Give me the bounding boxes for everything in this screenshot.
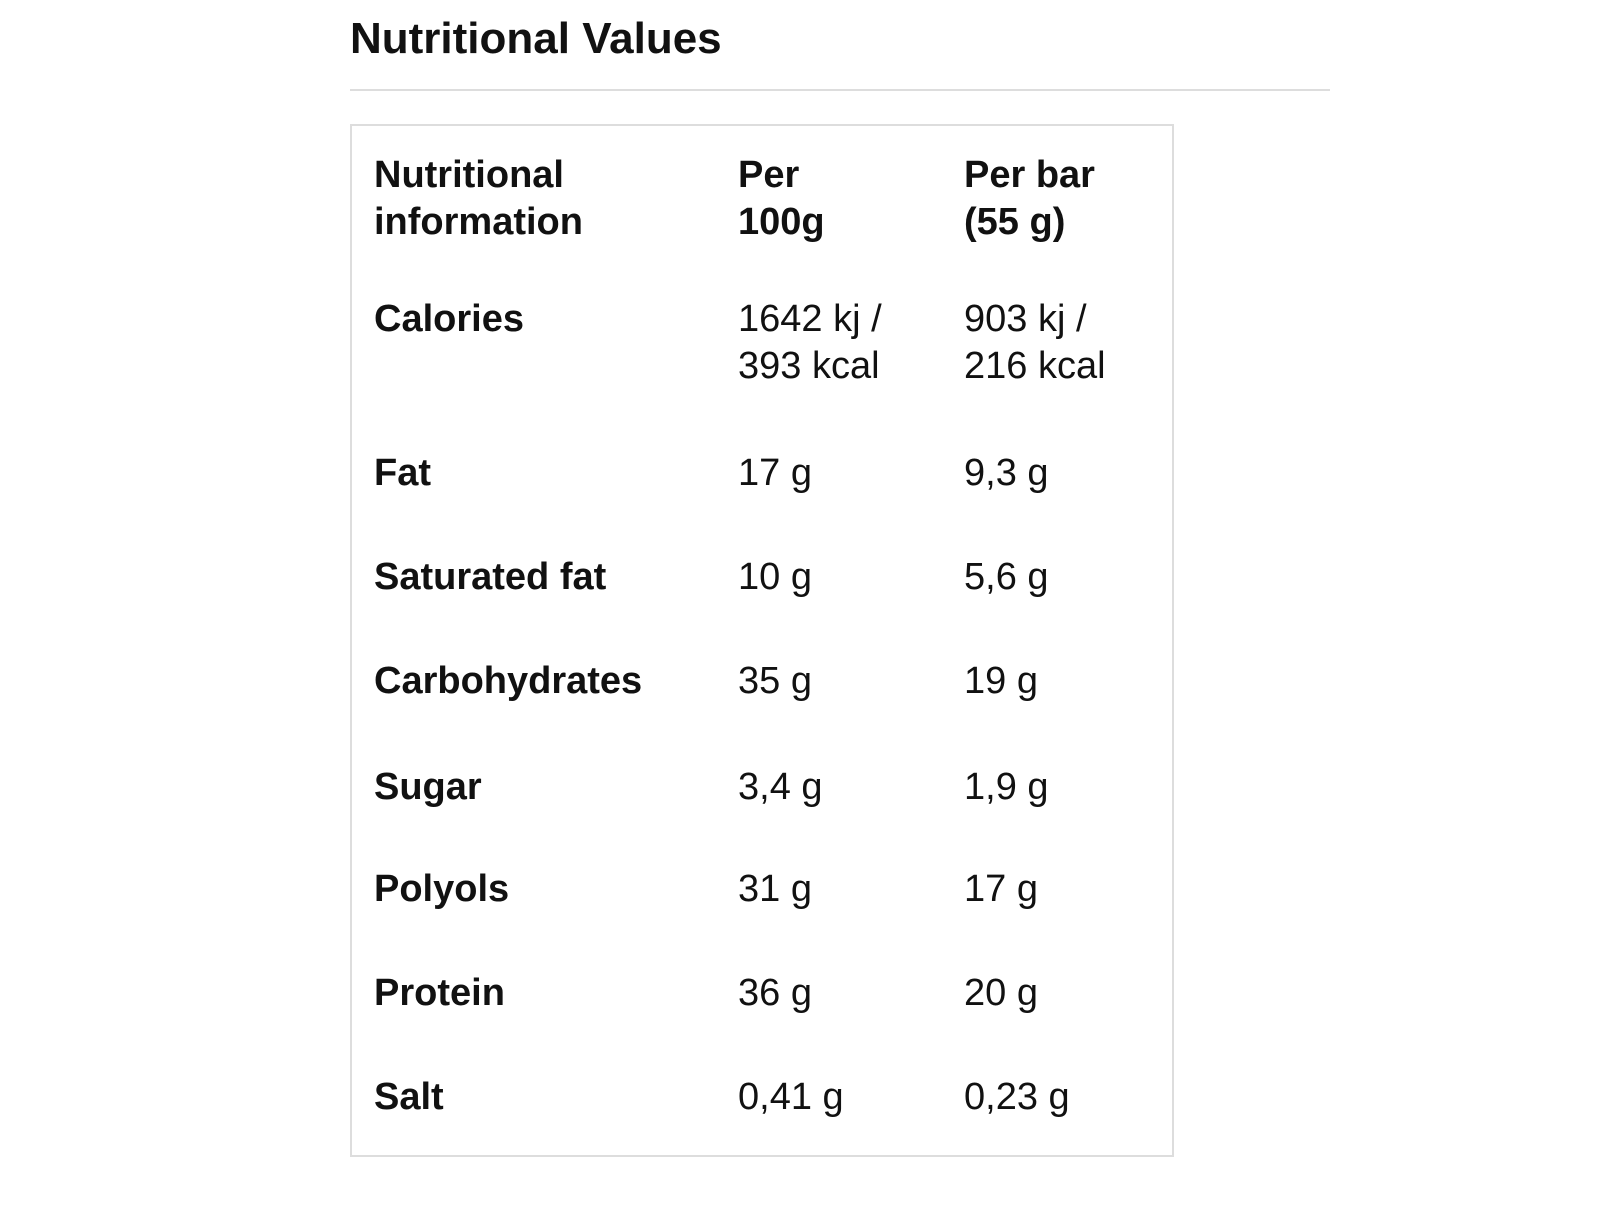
cell-line: 216 kcal [964,345,1106,387]
column-header: Per bar (55 g) [964,152,1095,246]
cell-line: Protein [374,972,505,1014]
cell-line: 3,4 g [738,766,823,808]
cell-value: 31 g [738,866,812,913]
cell-line: Carbohydrates [374,660,643,702]
cell-line: 393 kcal [738,345,880,387]
cell-value: 10 g [738,554,812,601]
cell-value: 3,4 g [738,764,823,811]
row-label: Protein [374,970,505,1017]
row-label: Sugar [374,764,482,811]
cell-value: 0,41 g [738,1074,844,1121]
cell-value: 1642 kj / 393 kcal [738,296,882,390]
divider [350,89,1330,91]
cell-value: 9,3 g [964,450,1049,497]
cell-line: 35 g [738,660,812,702]
cell-value: 17 g [964,866,1038,913]
cell-line: 0,41 g [738,1076,844,1118]
cell-line: 9,3 g [964,452,1049,494]
cell-value: 1,9 g [964,764,1049,811]
cell-line: 1,9 g [964,766,1049,808]
cell-line: Fat [374,452,431,494]
cell-line: 17 g [964,868,1038,910]
cell-line: 903 kj / [964,298,1087,340]
cell-line: 17 g [738,452,812,494]
row-label: Saturated fat [374,554,606,601]
cell-line: 31 g [738,868,812,910]
cell-value: 17 g [738,450,812,497]
cell-line: 0,23 g [964,1076,1070,1118]
cell-value: 0,23 g [964,1074,1070,1121]
cell-line: (55 g) [964,201,1066,243]
cell-line: Per [738,154,800,196]
cell-value: 5,6 g [964,554,1049,601]
cell-line: Salt [374,1076,444,1118]
row-label: Polyols [374,866,509,913]
column-header: Nutritional information [374,152,583,246]
cell-line: 100g [738,201,825,243]
cell-line: Nutritional [374,154,564,196]
cell-line: 20 g [964,972,1038,1014]
cell-value: 35 g [738,658,812,705]
cell-line: Saturated fat [374,556,607,598]
nutrition-table: Nutritional information Per 100g Per bar (55 … [350,124,1174,1157]
cell-value: 20 g [964,970,1038,1017]
row-label: Fat [374,450,431,497]
cell-line: 36 g [738,972,812,1014]
row-label: Carbohydrates [374,658,642,705]
row-label: Calories [374,296,524,343]
cell-line: 1642 kj / [738,298,882,340]
cell-line: Per bar [964,154,1095,196]
cell-line: 10 g [738,556,812,598]
cell-value: 19 g [964,658,1038,705]
cell-line: information [374,201,583,243]
row-label: Salt [374,1074,444,1121]
cell-line: Polyols [374,868,510,910]
cell-line: Calories [374,298,524,340]
cell-line: 5,6 g [964,556,1049,598]
cell-value: 36 g [738,970,812,1017]
column-header: Per 100g [738,152,825,246]
cell-line: 19 g [964,660,1038,702]
cell-value: 903 kj / 216 kcal [964,296,1106,390]
cell-line: Sugar [374,766,482,808]
section-title: Nutritional Values [350,14,722,63]
